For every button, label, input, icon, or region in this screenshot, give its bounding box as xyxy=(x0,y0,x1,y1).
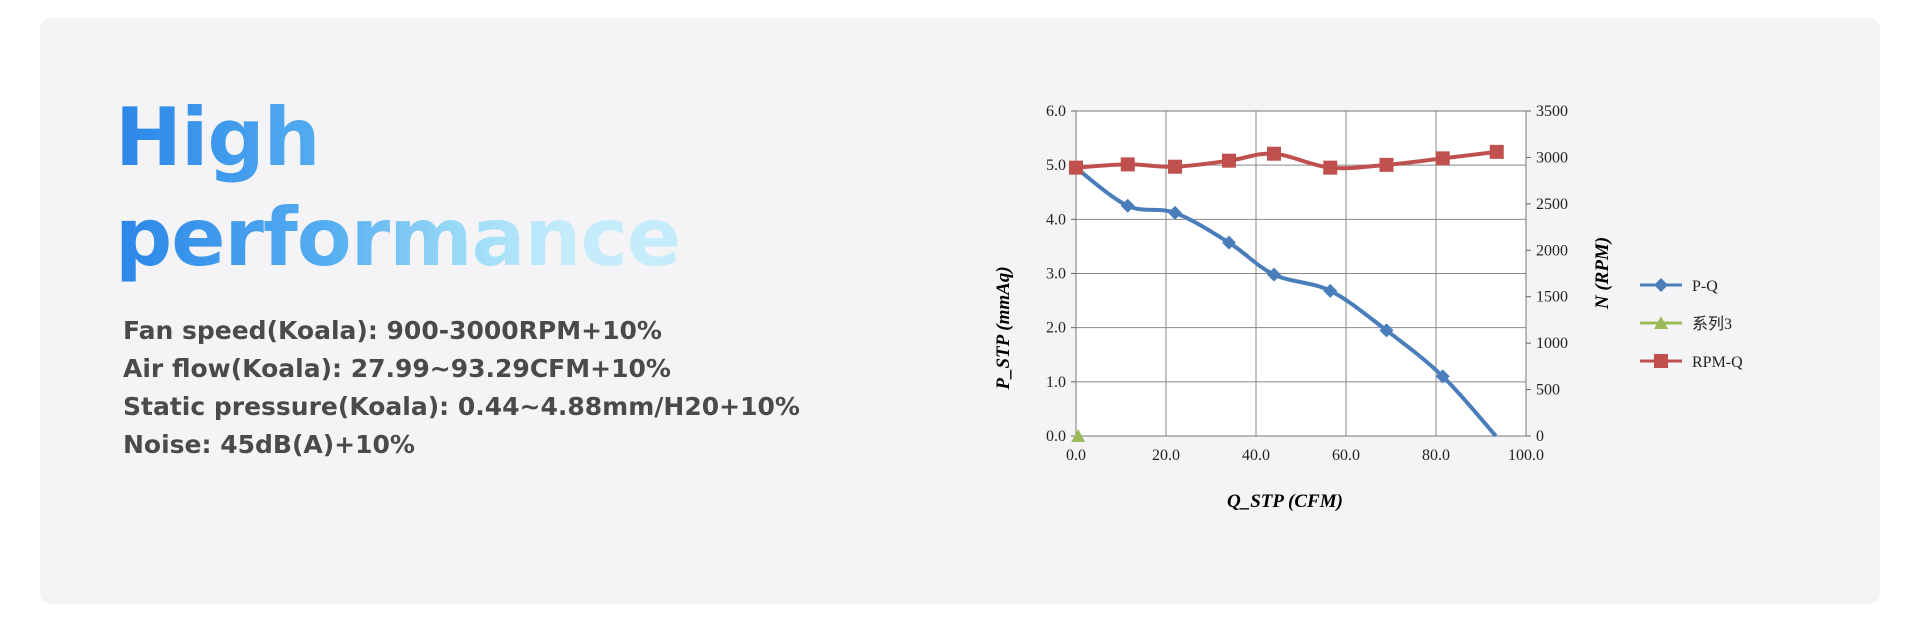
chart-legend: P-Q 系列3 RPM-Q xyxy=(1640,278,1743,371)
y-tick-label: 1.0 xyxy=(1046,374,1066,391)
pq-point xyxy=(1379,323,1394,338)
legend-marker-series3 xyxy=(1654,316,1668,329)
x-tick-label: 20.0 xyxy=(1152,447,1180,464)
headline: High performance xyxy=(115,88,680,288)
legend-marker-rpmq xyxy=(1654,354,1668,368)
legend-label-series3: 系列3 xyxy=(1692,315,1732,333)
plot-frame xyxy=(1075,110,1527,437)
y-tick-label: 6.0 xyxy=(1046,103,1066,120)
x-tick-label: 100.0 xyxy=(1508,447,1544,464)
rpmq-point xyxy=(1379,157,1394,172)
rpmq-point xyxy=(1435,151,1450,166)
rpmq-point xyxy=(1120,157,1135,172)
pq-point xyxy=(1267,267,1281,282)
y-tick-label: 5.0 xyxy=(1046,157,1066,174)
rpmq-point xyxy=(1069,160,1083,175)
x-axis-label: Q_STP (CFM) xyxy=(1227,491,1343,512)
x-tick-label: 80.0 xyxy=(1422,447,1450,464)
headline-line-1: High xyxy=(115,91,320,184)
y2-axis-label: N (RPM) xyxy=(1592,237,1613,310)
y2-tick-label: 500 xyxy=(1536,382,1560,399)
y2-tick-label: 0 xyxy=(1536,428,1544,445)
spec-fan-speed: Fan speed(Koala): 900-3000RPM+10% xyxy=(123,316,662,345)
legend-marker-pq xyxy=(1654,278,1668,292)
pq-point xyxy=(1435,369,1450,384)
x-tick-label: 60.0 xyxy=(1332,447,1360,464)
pq-point xyxy=(1120,198,1135,213)
y-tick-label: 4.0 xyxy=(1046,211,1066,228)
rpmq-point xyxy=(1323,160,1338,175)
performance-chart-svg: 0.0 20.0 40.0 60.0 80.0 100.0 0.0 1.0 2.0 3.0 4.0 5… xyxy=(993,103,1743,512)
headline-line-2: performance xyxy=(115,191,681,284)
y-tick-label: 0.0 xyxy=(1046,428,1066,445)
performance-chart: 0.0 20.0 40.0 60.0 80.0 100.0 0.0 1.0 2.0 3.0 4.0 5… xyxy=(980,95,1800,535)
rpmq-point xyxy=(1222,153,1236,168)
spec-air-flow: Air flow(Koala): 27.99~93.29CFM+10% xyxy=(123,354,671,383)
y2-tick-label: 2000 xyxy=(1536,242,1568,259)
rpmq-point xyxy=(1267,146,1281,161)
y-tick-label: 3.0 xyxy=(1046,266,1066,283)
x-tick-label: 0.0 xyxy=(1066,447,1086,464)
spec-noise: Noise: 45dB(A)+10% xyxy=(123,430,415,459)
pq-point xyxy=(1323,283,1338,298)
y-axis-label: P_STP (mmAq) xyxy=(993,266,1014,390)
chart-plot xyxy=(1069,144,1504,442)
x-tick-label: 40.0 xyxy=(1242,447,1270,464)
y2-tick-label: 3000 xyxy=(1536,149,1568,166)
spec-list: Fan speed(Koala): 900-3000RPM+10% Air fl… xyxy=(123,312,800,464)
rpmq-point xyxy=(1168,159,1182,174)
pq-point xyxy=(1168,205,1182,220)
spec-static-pressure: Static pressure(Koala): 0.44~4.88mm/H20+… xyxy=(123,392,800,421)
series3-point xyxy=(1071,429,1086,442)
chart-tick-labels: 0.0 20.0 40.0 60.0 80.0 100.0 0.0 1.0 2.0 3.0 4.0 5… xyxy=(1046,103,1568,464)
feature-card xyxy=(40,18,1880,604)
y2-tick-label: 2500 xyxy=(1536,196,1568,213)
legend-label-pq: P-Q xyxy=(1692,278,1718,295)
y-tick-label: 2.0 xyxy=(1046,320,1066,337)
y2-tick-label: 1000 xyxy=(1536,335,1568,352)
rpmq-point xyxy=(1489,144,1504,159)
y2-tick-label: 1500 xyxy=(1536,289,1568,306)
pq-point xyxy=(1222,235,1236,250)
y2-tick-label: 3500 xyxy=(1536,103,1568,120)
legend-label-rpmq: RPM-Q xyxy=(1692,354,1743,371)
